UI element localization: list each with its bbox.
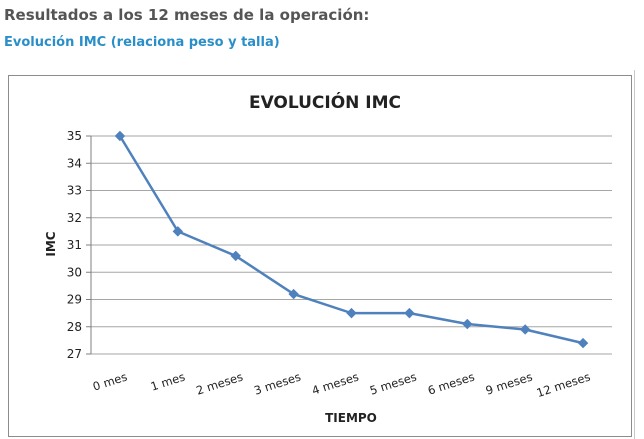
x-tick-label: 3 meses: [252, 370, 302, 398]
chart-frame: EVOLUCIÓN IMC 27 28 29 30 31 32 33 34 35 0 mes 1 …: [8, 75, 632, 437]
page-heading: Resultados a los 12 meses de la operació…: [4, 6, 370, 24]
x-tick-label: 2 meses: [194, 370, 244, 398]
page-subheading: Evolución IMC (relaciona peso y talla): [4, 35, 280, 50]
y-tick-label: 33: [67, 184, 82, 198]
data-point-marker: [404, 307, 415, 319]
y-axis-label: IMC: [44, 231, 58, 256]
y-tick-label: 27: [67, 347, 82, 361]
data-point-marker: [230, 250, 241, 262]
y-tick-label: 30: [67, 265, 82, 279]
data-point-marker: [172, 226, 184, 237]
chart-title: EVOLUCIÓN IMC: [249, 91, 401, 113]
data-point-marker: [519, 324, 531, 335]
data-point-marker: [346, 307, 357, 319]
y-tick-label: 28: [67, 320, 82, 334]
y-tick-label: 35: [67, 129, 82, 143]
imc-line-chart: EVOLUCIÓN IMC 27 28 29 30 31 32 33 34 35 0 mes 1 …: [44, 91, 612, 425]
x-tick-label: 5 meses: [368, 370, 418, 398]
y-tick-label: 29: [67, 293, 82, 307]
x-tick-label: 12 meses: [535, 370, 592, 401]
x-axis-label: TIEMPO: [325, 411, 377, 425]
y-tick-label: 34: [67, 156, 82, 170]
series-imc: [114, 130, 589, 349]
x-tick-label: 0 mes: [91, 370, 129, 394]
x-tick-label: 4 meses: [310, 370, 360, 398]
y-tick-label: 32: [67, 211, 82, 225]
x-tick-label: 1 mes: [149, 370, 187, 394]
data-point-marker: [577, 337, 589, 349]
page-divider: [634, 70, 635, 439]
data-point-marker: [462, 318, 473, 330]
x-tick-label: 6 meses: [426, 370, 476, 398]
y-axis-ticks: 27 28 29 30 31 32 33 34 35: [67, 129, 82, 361]
x-axis-ticks: 0 mes 1 mes 2 meses 3 meses 4 meses 5 meses 6 …: [91, 370, 592, 401]
data-point-marker: [114, 130, 126, 142]
data-point-marker: [288, 288, 299, 300]
y-tick-label: 31: [67, 238, 82, 252]
gridlines: [86, 135, 612, 355]
x-tick-label: 9 meses: [484, 370, 534, 398]
